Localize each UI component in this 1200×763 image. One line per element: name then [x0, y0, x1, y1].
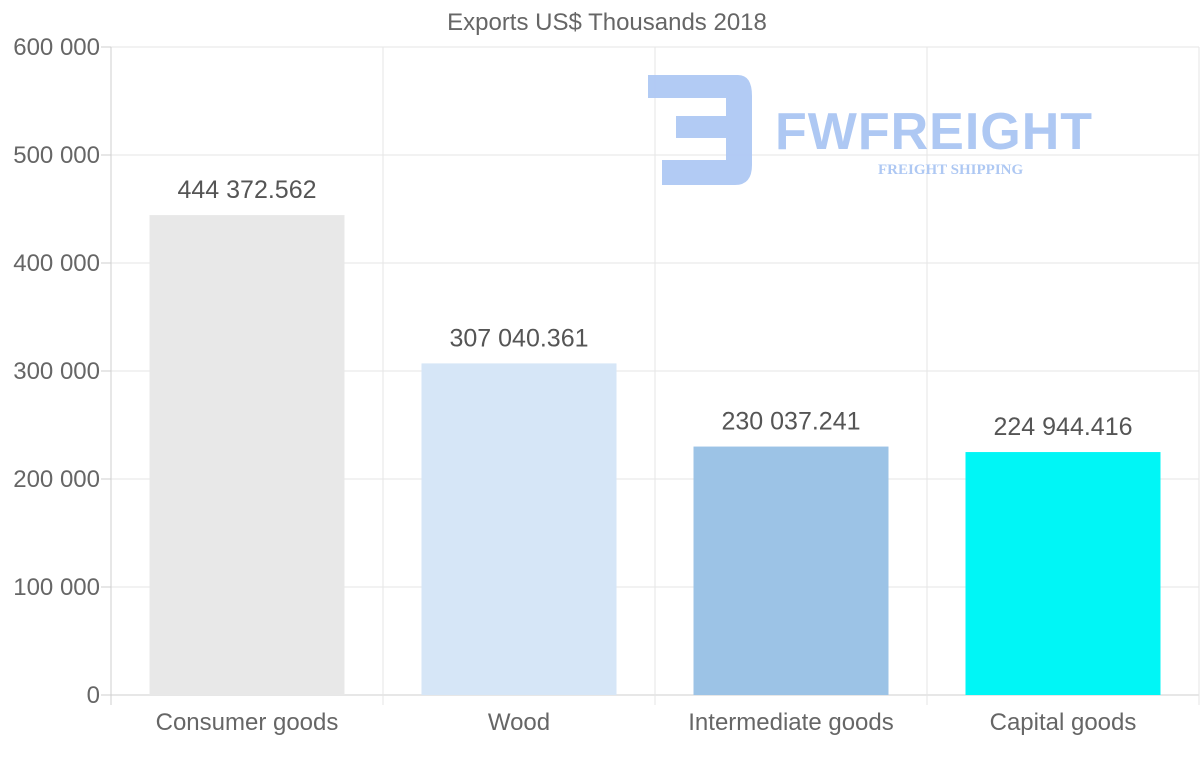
y-tick-label: 300 000: [13, 358, 100, 385]
data-labels: 444 372.562 307 040.361 230 037.241 224 944…: [177, 176, 1132, 441]
y-tick-label: 400 000: [13, 250, 100, 277]
y-tick-label: 600 000: [13, 34, 100, 61]
y-tick-label: 100 000: [13, 574, 100, 601]
y-axis: 0 100 000 200 000 300 000 400 000 500 000 600 …: [13, 34, 111, 709]
data-label: 307 040.361: [449, 324, 588, 352]
x-axis: Consumer goods Wood Intermediate goods Capi…: [156, 709, 1137, 736]
bar-consumer-goods[interactable]: [149, 215, 345, 695]
x-tick-label: Intermediate goods: [688, 709, 893, 736]
y-tick-label: 200 000: [13, 466, 100, 493]
data-label: 230 037.241: [721, 408, 860, 436]
x-tick-label: Wood: [488, 709, 550, 736]
bars: [149, 215, 1161, 695]
watermark-brand: FWFREIGHT: [775, 103, 1093, 161]
bar-wood[interactable]: [421, 363, 617, 695]
bar-intermediate-goods[interactable]: [693, 446, 889, 695]
watermark: FWFREIGHT FREIGHT SHIPPING: [648, 75, 1093, 185]
data-label: 444 372.562: [177, 176, 316, 204]
y-tick-label: 0: [87, 682, 100, 709]
fwfreight-logo-icon: [648, 75, 752, 185]
chart-title: Exports US$ Thousands 2018: [447, 9, 767, 36]
watermark-tagline: FREIGHT SHIPPING: [878, 162, 1023, 178]
x-tick-label: Consumer goods: [156, 709, 339, 736]
y-tick-label: 500 000: [13, 142, 100, 169]
data-label: 224 944.416: [993, 413, 1132, 441]
bar-capital-goods[interactable]: [965, 452, 1161, 695]
x-tick-label: Capital goods: [990, 709, 1137, 736]
